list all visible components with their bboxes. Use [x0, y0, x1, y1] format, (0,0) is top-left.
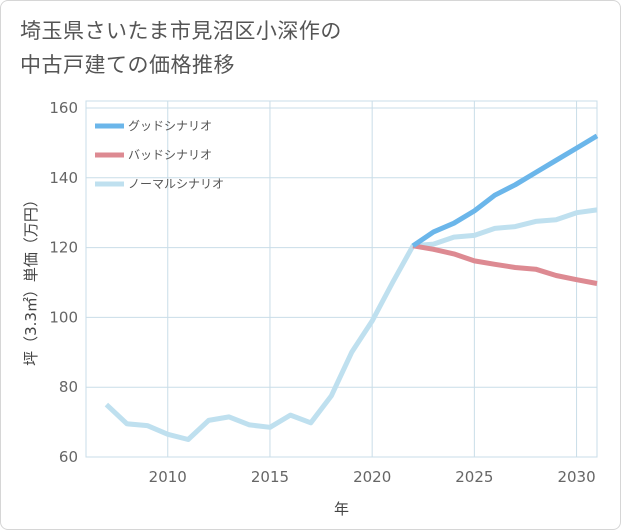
x-tick-label: 2010	[149, 468, 187, 486]
y-tick-label: 80	[59, 378, 78, 396]
y-tick-label: 100	[49, 308, 78, 326]
legend-label: バッドシナリオ	[128, 148, 212, 162]
chart-title-line-1: 埼玉県さいたま市見沼区小深作の	[20, 19, 342, 43]
chart-title: 埼玉県さいたま市見沼区小深作の 中古戸建ての価格推移	[20, 14, 342, 82]
x-tick-label: 2020	[353, 468, 391, 486]
x-tick-label: 2025	[455, 468, 493, 486]
x-tick-label: 2030	[557, 468, 595, 486]
y-tick-label: 60	[59, 448, 78, 466]
y-tick-label: 160	[49, 99, 78, 117]
y-tick-label: 120	[49, 239, 78, 257]
legend-label: ノーマルシナリオ	[128, 177, 224, 191]
legend-label: グッドシナリオ	[128, 119, 212, 133]
plot-area	[85, 100, 598, 458]
series-line	[104, 207, 598, 442]
x-tick-label: 2015	[251, 468, 289, 486]
series-line	[412, 243, 598, 286]
y-tick-label: 140	[49, 169, 78, 187]
x-axis-title: 年	[334, 500, 349, 518]
series-line	[411, 133, 599, 248]
chart-title-line-2: 中古戸建ての価格推移	[20, 53, 235, 77]
y-axis-title: 坪（3.3㎡）単価（万円）	[22, 192, 40, 366]
